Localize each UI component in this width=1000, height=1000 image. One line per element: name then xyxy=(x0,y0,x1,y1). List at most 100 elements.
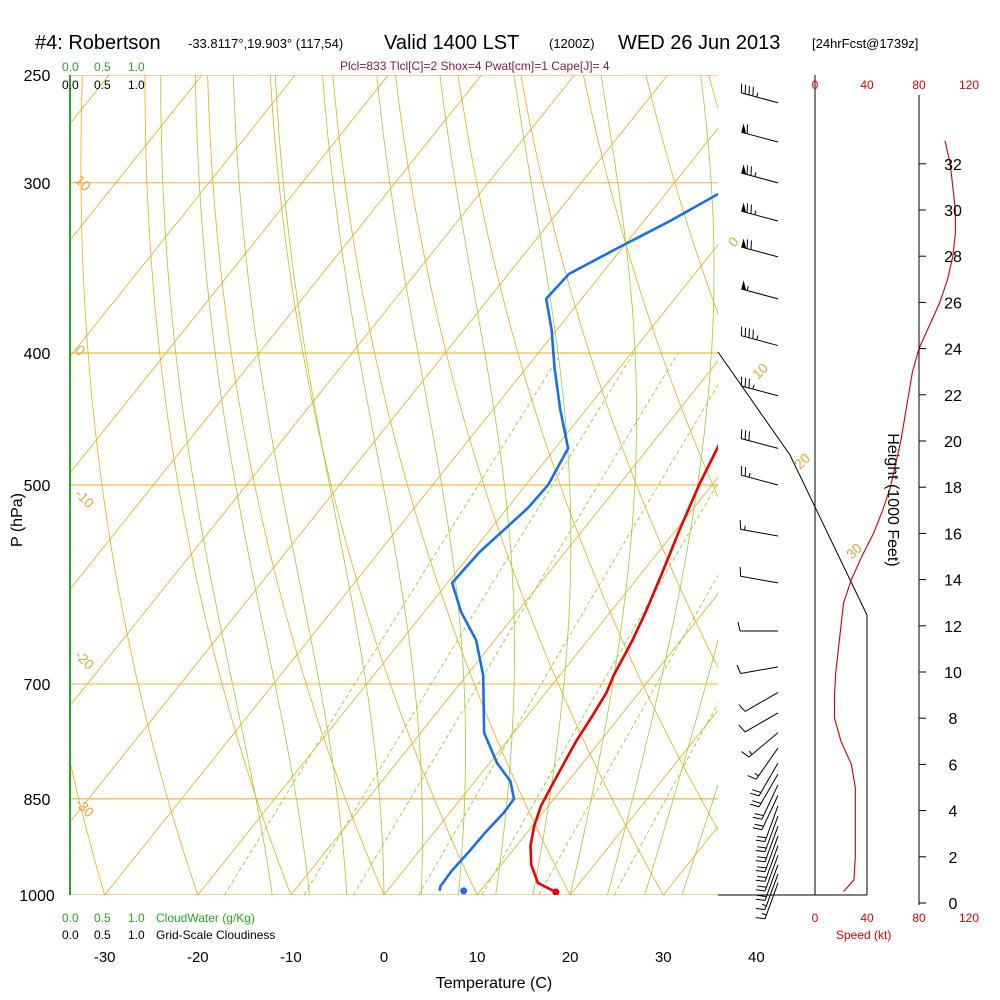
wind-barb-staff xyxy=(758,762,779,797)
wind-barb xyxy=(755,882,779,920)
mixing-ratio-label: 12 xyxy=(531,896,551,915)
temperature-ticks: -30 -20 -10 0 10 20 30 40 xyxy=(94,949,765,966)
wind-barb-feather xyxy=(757,894,767,898)
moist-adiabat-line xyxy=(439,75,515,895)
wind-barb-feather xyxy=(750,792,760,797)
top-green-1: 0.5 xyxy=(94,60,111,74)
wind-barb-staff xyxy=(741,246,779,258)
wind-barb xyxy=(739,567,779,584)
temperature-tick-label: -30 xyxy=(94,949,116,966)
station-location: -33.8117°,19.903° (117,54) xyxy=(188,36,343,51)
wind-barb-half-feather xyxy=(752,384,755,390)
dry-adiabat-line xyxy=(332,75,571,895)
mixing-ratio-label: 3 xyxy=(346,902,361,916)
bottom-green-2: 1.0 xyxy=(128,911,145,925)
wind-barb-staff xyxy=(758,773,779,808)
wind-barb-feather xyxy=(752,827,763,831)
moist-adiabat-line xyxy=(232,75,348,895)
wind-barb-staff xyxy=(741,335,779,347)
wind-barb xyxy=(740,465,779,486)
wind-barb-feather xyxy=(757,836,767,839)
mixing-ratio-line xyxy=(613,702,718,895)
moist-adiabat-line xyxy=(644,638,718,895)
wind-barb-half-feather xyxy=(754,210,757,215)
dry-adiabat-label: 10 xyxy=(749,360,771,382)
isotherm-line xyxy=(104,127,718,895)
wind-barb-feather xyxy=(737,621,741,632)
speed-top-120: 120 xyxy=(959,78,979,92)
wind-barb-half-feather xyxy=(756,92,759,98)
height-tick-label: 28 xyxy=(944,249,962,266)
dry-adiabat-line xyxy=(520,75,718,669)
mixing-ratio-label: 8 xyxy=(474,902,489,916)
wind-barb-half-feather xyxy=(754,772,759,777)
wind-barb-pennant xyxy=(741,238,747,249)
wind-barb-feather xyxy=(755,860,766,863)
wind-barb-staff xyxy=(764,873,779,910)
dewpoint-surface-marker xyxy=(460,887,468,895)
pressure-tick-label: 250 xyxy=(24,68,51,85)
wind-barb xyxy=(755,825,779,863)
wind-barb-feather xyxy=(752,789,762,793)
wind-barb-feather xyxy=(757,875,767,879)
height-tick-label: 12 xyxy=(944,619,962,636)
isotherm-label: -20 xyxy=(72,647,98,673)
wind-barb-staff xyxy=(741,438,779,449)
mixing-ratio-line xyxy=(224,352,562,895)
wind-barb xyxy=(741,280,779,300)
isotherm-line xyxy=(70,75,389,474)
dry-adiabat-line xyxy=(395,75,664,895)
height-tick-label: 26 xyxy=(944,295,962,312)
wind-barb-staff xyxy=(741,92,779,104)
wind-barb-feather xyxy=(738,724,746,733)
cloudiness-label: Grid-Scale Cloudiness xyxy=(156,928,275,942)
wind-barb-pennant xyxy=(741,202,747,213)
isotherm-line xyxy=(197,244,718,895)
cloudwater-label: CloudWater (g/Kg) xyxy=(156,911,255,925)
wind-barb-feather xyxy=(757,885,767,888)
moist-adiabat-line xyxy=(160,75,273,895)
isotherm-line xyxy=(70,75,668,823)
speed-bottom-0: 0 xyxy=(812,911,819,925)
wind-barb xyxy=(741,123,779,143)
height-tick-label: 4 xyxy=(949,804,958,821)
dry-adiabat-line xyxy=(583,75,718,498)
wind-barb-feather xyxy=(755,917,766,920)
wind-barb xyxy=(752,795,779,831)
height-tick-label: 24 xyxy=(944,342,962,359)
mixing-ratio-label: 20 xyxy=(607,896,627,915)
wind-barb-half-feather xyxy=(761,903,767,907)
wind-barb-staff xyxy=(761,784,779,820)
dry-adiabat-line xyxy=(0,75,12,895)
wind-barb xyxy=(747,747,779,780)
wind-barb xyxy=(755,815,779,853)
wind-barb xyxy=(755,835,779,873)
temperature-profile-line xyxy=(529,443,718,894)
wind-barb-feather xyxy=(736,664,742,674)
bottom-green-0: 0.0 xyxy=(62,911,79,925)
height-tick-label: 2 xyxy=(949,850,958,867)
height-tick-label: 32 xyxy=(944,157,962,174)
wind-barb xyxy=(755,864,779,901)
temperature-tick-label: 20 xyxy=(562,949,579,966)
temperature-tick-label: 40 xyxy=(748,949,765,966)
moist-adiabat-line xyxy=(513,75,572,895)
speed-axis-label: Speed (kt) xyxy=(836,928,891,942)
speed-top-0: 0 xyxy=(812,78,819,92)
wind-barb-staff xyxy=(764,845,779,882)
pressure-tick-label: 850 xyxy=(24,792,51,809)
height-axis-label: Height (1000 Feet) xyxy=(884,433,901,566)
isotherm-label: 10 xyxy=(72,172,94,194)
height-tick-label: 20 xyxy=(944,434,962,451)
wind-barb xyxy=(741,732,779,758)
wind-barb xyxy=(741,202,779,222)
wind-barb-feather xyxy=(752,816,763,820)
wind-barb-staff xyxy=(764,864,779,901)
mixing-ratio-line xyxy=(538,574,718,895)
mixing-ratio-line xyxy=(303,352,634,895)
forecast-date: WED 26 Jun 2013 xyxy=(618,32,780,54)
wind-barb xyxy=(740,429,779,449)
